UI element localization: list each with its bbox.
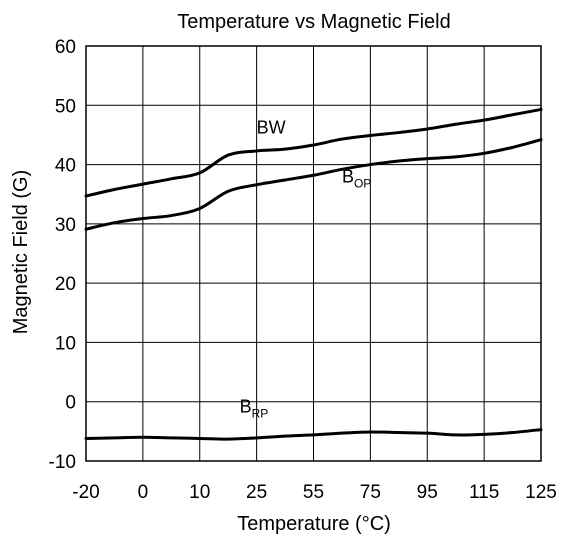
x-tick-label: 0 [138, 482, 149, 503]
chart-title: Temperature vs Magnetic Field [177, 11, 450, 33]
series-line-bw [84, 107, 543, 198]
x-tick-label: 125 [525, 482, 557, 503]
x-tick-label: 10 [189, 482, 210, 503]
x-tick-label: 55 [303, 482, 324, 503]
series-labels: BW BOP BRP [240, 118, 372, 421]
series-line-brp [84, 428, 543, 441]
series-label-bop: BOP [342, 166, 371, 190]
series-label-brp: BRP [240, 396, 269, 420]
x-axis-label: Temperature (°C) [237, 513, 391, 535]
tick-labels: -20 0 10 25 55 75 95 115 125 60 50 40 30 20 10 0 -10 [49, 37, 557, 503]
series-line-bop [84, 138, 543, 231]
y-tick-label: 10 [55, 333, 76, 354]
y-tick-label: 0 [65, 393, 76, 414]
grid [86, 46, 541, 461]
series-group [84, 107, 543, 441]
y-tick-label: 50 [55, 96, 76, 117]
x-tick-label: 75 [360, 482, 381, 503]
x-tick-label: 115 [469, 482, 499, 503]
plot-frame [85, 45, 542, 462]
y-tick-label: 30 [55, 215, 76, 236]
series-label-bw: BW [257, 118, 286, 138]
y-tick-label: 40 [55, 156, 76, 177]
y-tick-label: 20 [55, 274, 76, 295]
y-axis-label: Magnetic Field (G) [10, 170, 32, 335]
x-tick-label: 25 [246, 482, 267, 503]
x-tick-label: -20 [72, 482, 99, 503]
x-tick-label: 95 [417, 482, 438, 503]
y-tick-label: 60 [55, 37, 76, 58]
y-tick-label: -10 [49, 452, 76, 473]
